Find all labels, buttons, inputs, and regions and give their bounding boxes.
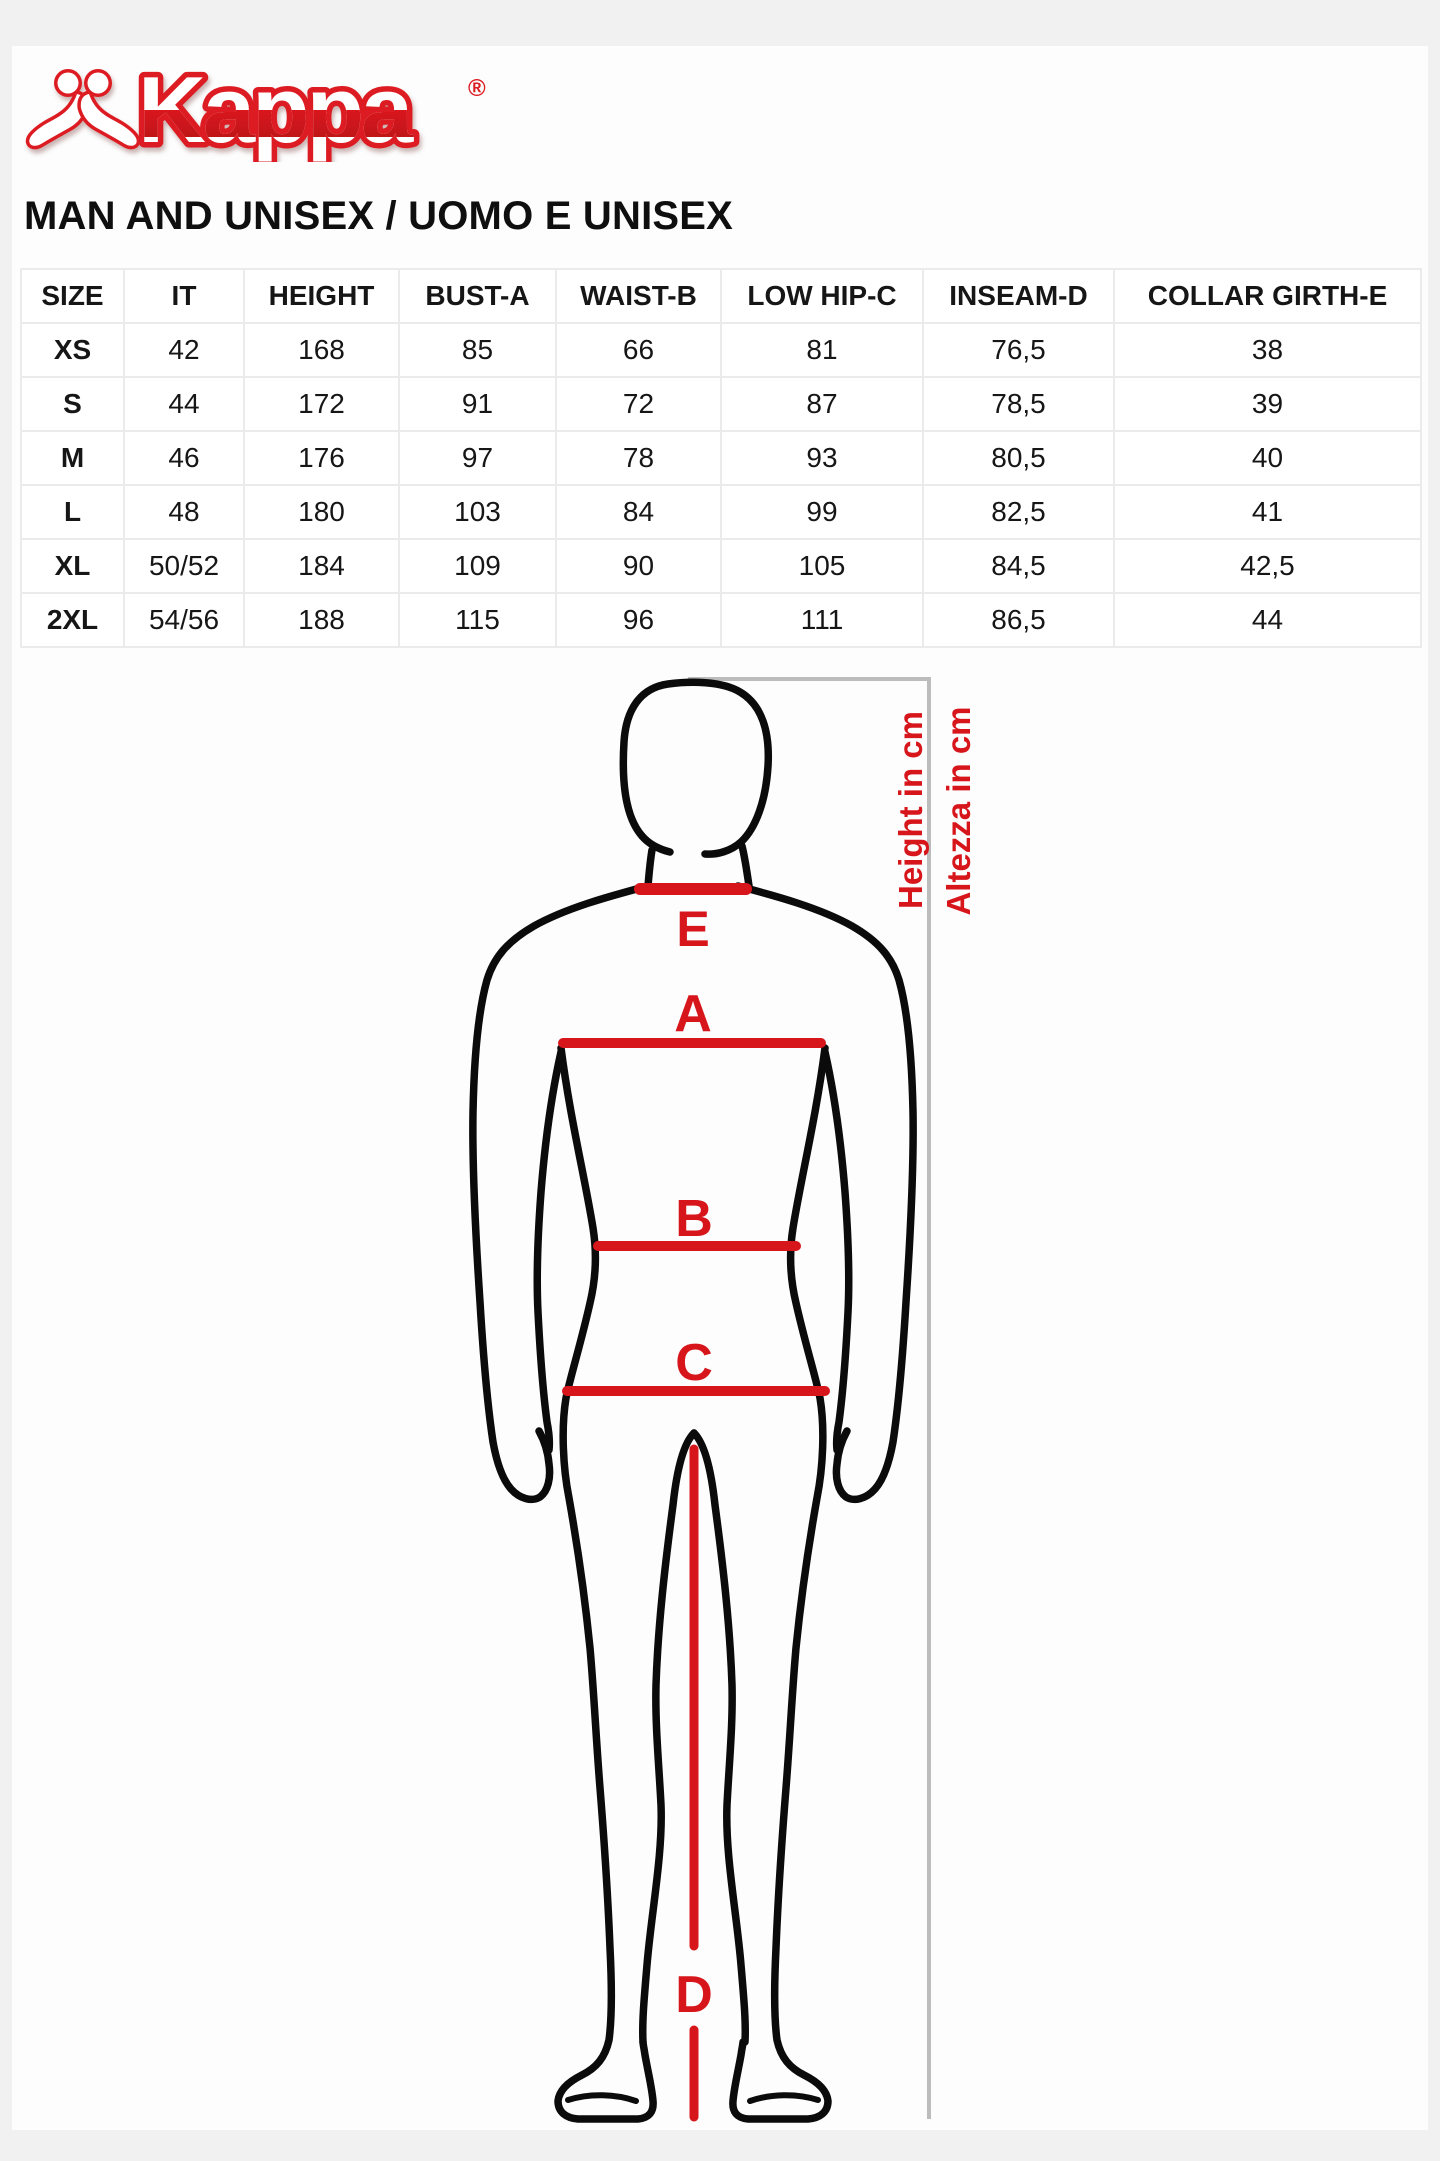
value-cell: 99 bbox=[720, 484, 924, 540]
value-cell: 50/52 bbox=[123, 538, 245, 594]
column-header: HEIGHT bbox=[243, 268, 400, 324]
table-row: S 44 172 91 72 87 78,5 39 bbox=[20, 376, 1422, 432]
table-row: 2XL 54/56 188 115 96 111 86,5 44 bbox=[20, 592, 1422, 648]
size-table-header: SIZE IT HEIGHT BUST-A WAIST-B LOW HIP-C INSEAM… bbox=[20, 268, 1422, 324]
measurement-labels: E A B C D bbox=[674, 901, 713, 2024]
value-cell: 42,5 bbox=[1113, 538, 1422, 594]
value-cell: 54/56 bbox=[123, 592, 245, 648]
value-cell: 82,5 bbox=[922, 484, 1115, 540]
value-cell: 80,5 bbox=[922, 430, 1115, 486]
label-inseam-d: D bbox=[675, 1966, 713, 2024]
value-cell: 78,5 bbox=[922, 376, 1115, 432]
table-row: XL 50/52 184 109 90 105 84,5 42,5 bbox=[20, 538, 1422, 594]
page-title: MAN AND UNISEX / UOMO E UNISEX bbox=[24, 194, 734, 238]
table-row: M 46 176 97 78 93 80,5 40 bbox=[20, 430, 1422, 486]
kappa-logo-svg: Kappa Kappa ® bbox=[25, 52, 486, 168]
size-cell: S bbox=[20, 376, 125, 432]
height-caption-it: Altezza in cm bbox=[940, 706, 977, 915]
size-cell: 2XL bbox=[20, 592, 125, 648]
value-cell: 180 bbox=[243, 484, 400, 540]
content-card: Kappa Kappa ® MAN AND UNISEX / UOMO E UN… bbox=[12, 46, 1428, 2130]
measurement-figure-svg: Height in cm Altezza in cm bbox=[469, 677, 977, 2123]
height-bracket-line bbox=[688, 677, 931, 2119]
value-cell: 172 bbox=[243, 376, 400, 432]
value-cell: 44 bbox=[1113, 592, 1422, 648]
size-cell: M bbox=[20, 430, 125, 486]
column-header: INSEAM-D bbox=[922, 268, 1115, 324]
value-cell: 184 bbox=[243, 538, 400, 594]
size-table-body: XS 42 168 85 66 81 76,5 38 S 44 172 91 72 87 78,5 39 M 46… bbox=[20, 322, 1422, 648]
size-cell: XL bbox=[20, 538, 125, 594]
header-row: SIZE IT HEIGHT BUST-A WAIST-B LOW HIP-C INSEAM… bbox=[20, 268, 1422, 324]
value-cell: 93 bbox=[720, 430, 924, 486]
value-cell: 90 bbox=[555, 538, 722, 594]
size-table: SIZE IT HEIGHT BUST-A WAIST-B LOW HIP-C INSEAM… bbox=[20, 268, 1422, 648]
column-header: BUST-A bbox=[398, 268, 557, 324]
value-cell: 111 bbox=[720, 592, 924, 648]
value-cell: 188 bbox=[243, 592, 400, 648]
value-cell: 66 bbox=[555, 322, 722, 378]
value-cell: 40 bbox=[1113, 430, 1422, 486]
column-header: COLLAR GIRTH-E bbox=[1113, 268, 1422, 324]
column-header: SIZE bbox=[20, 268, 125, 324]
label-bust-a: A bbox=[674, 985, 712, 1043]
table-row: XS 42 168 85 66 81 76,5 38 bbox=[20, 322, 1422, 378]
column-header: WAIST-B bbox=[555, 268, 722, 324]
value-cell: 39 bbox=[1113, 376, 1422, 432]
value-cell: 84,5 bbox=[922, 538, 1115, 594]
value-cell: 78 bbox=[555, 430, 722, 486]
kappa-logo: Kappa Kappa ® bbox=[20, 50, 500, 168]
height-caption-en: Height in cm bbox=[892, 711, 929, 909]
value-cell: 85 bbox=[398, 322, 557, 378]
value-cell: 44 bbox=[123, 376, 245, 432]
label-waist-b: B bbox=[675, 1190, 713, 1248]
value-cell: 97 bbox=[398, 430, 557, 486]
value-cell: 41 bbox=[1113, 484, 1422, 540]
column-header: IT bbox=[123, 268, 245, 324]
value-cell: 96 bbox=[555, 592, 722, 648]
value-cell: 38 bbox=[1113, 322, 1422, 378]
value-cell: 84 bbox=[555, 484, 722, 540]
table-row: L 48 180 103 84 99 82,5 41 bbox=[20, 484, 1422, 540]
registered-mark: ® bbox=[468, 75, 486, 102]
value-cell: 42 bbox=[123, 322, 245, 378]
kappa-wordmark-band: Kappa bbox=[138, 57, 414, 162]
value-cell: 72 bbox=[555, 376, 722, 432]
value-cell: 115 bbox=[398, 592, 557, 648]
size-cell: L bbox=[20, 484, 125, 540]
value-cell: 176 bbox=[243, 430, 400, 486]
value-cell: 48 bbox=[123, 484, 245, 540]
measurement-lines bbox=[558, 883, 830, 2122]
value-cell: 109 bbox=[398, 538, 557, 594]
label-collar-e: E bbox=[676, 901, 709, 957]
value-cell: 105 bbox=[720, 538, 924, 594]
value-cell: 76,5 bbox=[922, 322, 1115, 378]
value-cell: 168 bbox=[243, 322, 400, 378]
column-header: LOW HIP-C bbox=[720, 268, 924, 324]
kappa-omini-icon bbox=[25, 69, 141, 150]
kappa-wordmark: Kappa bbox=[138, 57, 414, 162]
body-outline bbox=[469, 678, 917, 2123]
size-cell: XS bbox=[20, 322, 125, 378]
measurement-figure: Height in cm Altezza in cm bbox=[430, 664, 990, 2130]
value-cell: 87 bbox=[720, 376, 924, 432]
value-cell: 46 bbox=[123, 430, 245, 486]
value-cell: 103 bbox=[398, 484, 557, 540]
value-cell: 91 bbox=[398, 376, 557, 432]
value-cell: 81 bbox=[720, 322, 924, 378]
label-low-hip-c: C bbox=[675, 1334, 713, 1392]
value-cell: 86,5 bbox=[922, 592, 1115, 648]
